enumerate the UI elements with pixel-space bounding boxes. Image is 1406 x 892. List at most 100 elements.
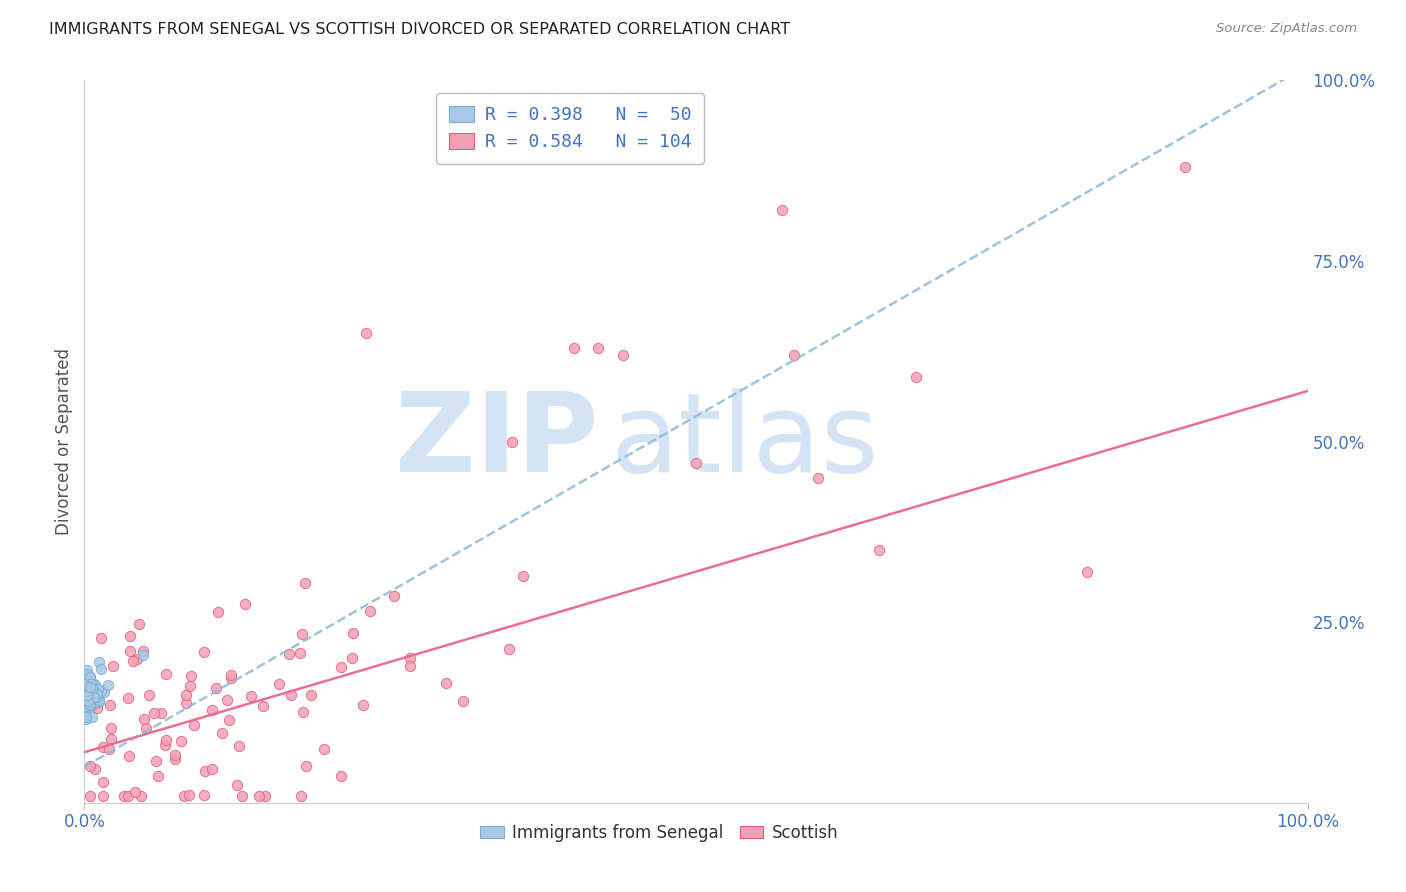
Point — [86, 686, 108, 700]
Point — [205, 681, 228, 695]
Point — [807, 470, 830, 484]
Point — [329, 659, 352, 673]
Point — [100, 731, 122, 746]
Point — [80, 677, 103, 691]
Point — [129, 789, 152, 803]
Point — [277, 648, 299, 662]
Point — [89, 695, 111, 709]
Point — [83, 763, 105, 777]
Point — [434, 676, 457, 690]
Point — [79, 789, 101, 803]
Point — [82, 681, 104, 695]
Point — [75, 704, 97, 718]
Point — [135, 721, 157, 735]
Point — [163, 747, 186, 762]
Point — [80, 687, 103, 701]
Point — [240, 689, 263, 703]
Point — [79, 670, 101, 684]
Point — [138, 688, 160, 702]
Point — [143, 706, 166, 720]
Point — [180, 669, 202, 683]
Point — [219, 668, 242, 682]
Point — [132, 644, 155, 658]
Point — [84, 677, 107, 691]
Point — [80, 698, 103, 713]
Point — [77, 691, 100, 706]
Point — [76, 684, 98, 698]
Point — [1174, 160, 1197, 174]
Point — [280, 688, 302, 702]
Point — [87, 693, 110, 707]
Point — [77, 695, 100, 709]
Point — [97, 678, 120, 692]
Point — [124, 785, 146, 799]
Point — [75, 709, 97, 723]
Point — [312, 742, 335, 756]
Point — [292, 706, 315, 720]
Point — [228, 739, 250, 754]
Point — [76, 690, 98, 704]
Point — [399, 650, 422, 665]
Point — [114, 789, 136, 803]
Point — [77, 691, 100, 706]
Point — [93, 789, 115, 803]
Point — [75, 705, 97, 719]
Point — [226, 778, 249, 792]
Point — [77, 697, 100, 711]
Point — [201, 703, 224, 717]
Point — [342, 651, 364, 665]
Point — [80, 710, 103, 724]
Point — [179, 679, 201, 693]
Point — [291, 627, 314, 641]
Point — [87, 655, 110, 669]
Point — [91, 774, 114, 789]
Point — [342, 625, 364, 640]
Point — [252, 698, 274, 713]
Point — [512, 569, 534, 583]
Point — [360, 605, 382, 619]
Point — [174, 696, 197, 710]
Point — [84, 694, 107, 708]
Point — [73, 690, 96, 704]
Point — [86, 689, 108, 703]
Point — [905, 369, 928, 384]
Point — [219, 671, 242, 685]
Point — [98, 698, 121, 712]
Point — [80, 686, 103, 700]
Point — [247, 789, 270, 803]
Point — [155, 667, 177, 681]
Point — [169, 734, 191, 748]
Point — [254, 789, 277, 803]
Point — [86, 700, 108, 714]
Point — [294, 759, 316, 773]
Point — [354, 326, 377, 340]
Point — [498, 641, 520, 656]
Point — [215, 693, 238, 707]
Point — [770, 203, 793, 218]
Point — [612, 348, 634, 362]
Point — [77, 690, 100, 704]
Point — [132, 712, 155, 726]
Point — [76, 700, 98, 714]
Point — [83, 697, 105, 711]
Point — [120, 629, 142, 643]
Point — [150, 706, 173, 720]
Point — [193, 645, 215, 659]
Point — [398, 659, 420, 673]
Text: ZIP: ZIP — [395, 388, 598, 495]
Legend: Immigrants from Senegal, Scottish: Immigrants from Senegal, Scottish — [474, 817, 845, 848]
Point — [90, 631, 112, 645]
Point — [100, 722, 122, 736]
Point — [79, 670, 101, 684]
Point — [75, 710, 97, 724]
Point — [83, 676, 105, 690]
Point — [75, 712, 97, 726]
Point — [76, 694, 98, 708]
Point — [869, 542, 891, 557]
Point — [146, 769, 169, 783]
Point — [176, 689, 198, 703]
Point — [502, 434, 524, 449]
Point — [122, 654, 145, 668]
Point — [145, 754, 167, 768]
Point — [193, 788, 215, 802]
